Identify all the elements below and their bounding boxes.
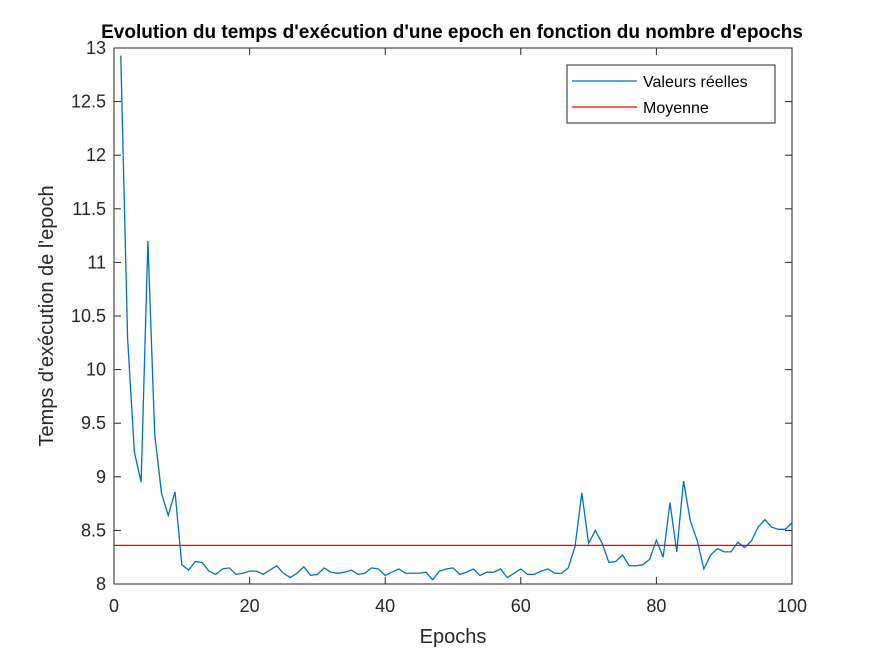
series-line-1 [120,55,793,581]
chart-title: Evolution du temps d'exécution d'une epo… [101,22,803,43]
x-tick-label: 60 [511,596,531,616]
y-tick-label: 12.5 [71,92,106,112]
axes-layer: 0 20 40 60 80 100 8 8.5 9 9.5 10 10.5 11 11.5 12 12.5 13 [71,38,807,616]
x-axis-label: Epochs [420,626,487,648]
y-tick-label: 8 [96,574,106,594]
legend-entry-label: Moyenne [643,100,709,117]
y-axis-label: Temps d'exécution de l'epoch [36,185,58,446]
y-tick-label: 8.5 [81,520,106,540]
legend-box [566,64,776,124]
x-tick-label: 20 [240,596,260,616]
x-tick-label: 0 [109,596,119,616]
y-tick-label: 12 [86,145,106,165]
x-tick-label: 80 [646,596,666,616]
y-tick-label: 10.5 [71,306,106,326]
y-tick-label: 11 [87,252,106,272]
legend: Valeurs réelles Moyenne [566,64,776,124]
series-layer [114,55,793,581]
y-tick-label: 11.5 [72,199,106,219]
x-tick-label: 40 [375,596,395,616]
x-tick-label: 100 [777,596,807,616]
plot-area [114,48,792,584]
legend-entry-label: Valeurs réelles [643,74,748,91]
y-tick-label: 10 [86,360,106,380]
y-tick-label: 9 [96,467,106,487]
y-tick-label: 13 [86,38,106,58]
y-tick-label: 9.5 [81,413,106,433]
